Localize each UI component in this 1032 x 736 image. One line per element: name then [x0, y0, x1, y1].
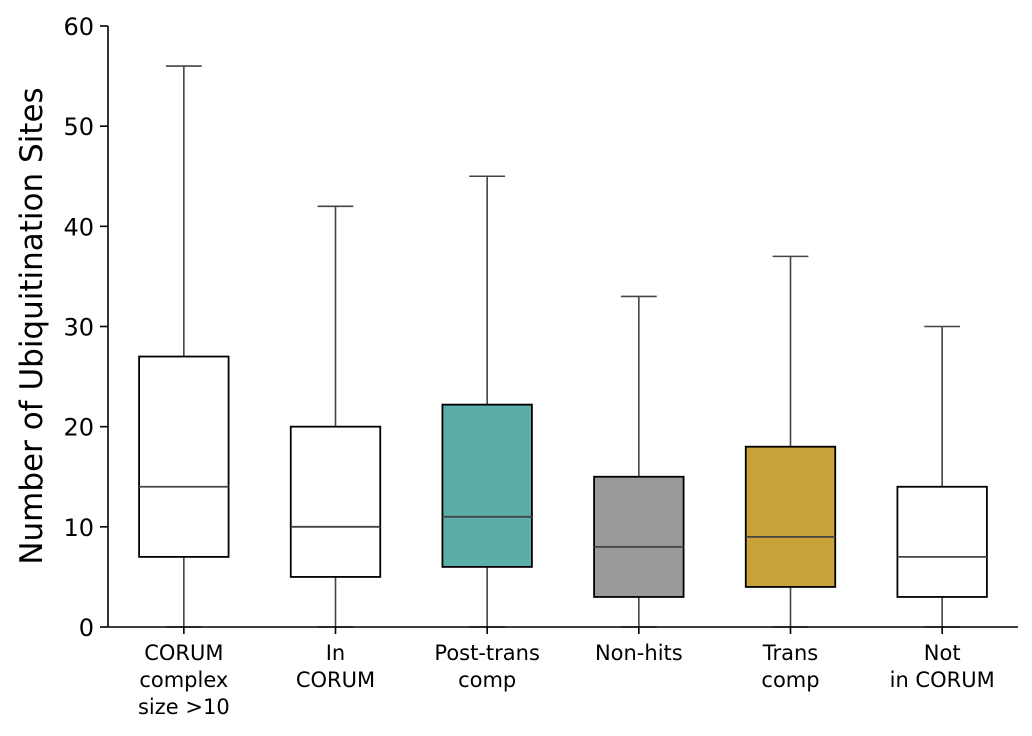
x-tick-label-line: In: [326, 641, 346, 665]
x-tick-label-line: in CORUM: [890, 668, 995, 692]
x-tick-label-line: CORUM: [144, 641, 223, 665]
iqr-box: [138, 355, 230, 558]
y-ticks: 0 10 20 30 40 50 60: [63, 13, 108, 642]
y-tick-label: 50: [63, 113, 94, 141]
y-tick-label: 20: [63, 414, 94, 442]
y-axis-title: Number of Ubiquitination Sites: [14, 87, 50, 564]
x-tick-label: Not in CORUM: [890, 641, 995, 692]
x-tick-label: Trans comp: [761, 641, 819, 692]
iqr-box: [289, 425, 382, 578]
iqr-box: [896, 485, 988, 598]
box-group: [593, 295, 685, 628]
x-ticks: CORUM complex size >10 In CORUM Post-trans com…: [138, 627, 995, 719]
x-tick-label-line: complex: [139, 668, 228, 692]
x-tick-label: In CORUM: [296, 641, 375, 692]
box-group: [289, 205, 382, 628]
iqr-box: [744, 445, 837, 588]
y-tick-label: 30: [63, 314, 94, 342]
x-tick-label-line: Non-hits: [595, 641, 683, 665]
x-tick-label: Post-trans comp: [434, 641, 540, 692]
y-tick-label: 10: [63, 514, 94, 542]
x-tick-label: CORUM complex size >10: [138, 641, 230, 719]
y-tick-label: 60: [63, 13, 94, 41]
axes-layer: [107, 26, 1018, 628]
x-tick-label-line: Not: [924, 641, 961, 665]
box-group: [441, 175, 533, 628]
box-group: [138, 65, 230, 628]
x-tick-label-line: Post-trans: [434, 641, 540, 665]
box-group: [896, 325, 988, 628]
y-tick-label: 40: [63, 213, 94, 241]
y-tick-label: 0: [79, 614, 94, 642]
x-tick-label-line: CORUM: [296, 668, 375, 692]
x-tick-label-line: size >10: [138, 695, 230, 719]
x-tick-label-line: comp: [761, 668, 819, 692]
x-tick-label: Non-hits: [595, 641, 683, 665]
boxes-layer: [138, 65, 988, 628]
x-tick-label-line: Trans: [762, 641, 819, 665]
iqr-box: [441, 403, 533, 568]
box-group: [744, 255, 837, 628]
x-tick-label-line: comp: [458, 668, 516, 692]
iqr-box: [593, 475, 685, 598]
